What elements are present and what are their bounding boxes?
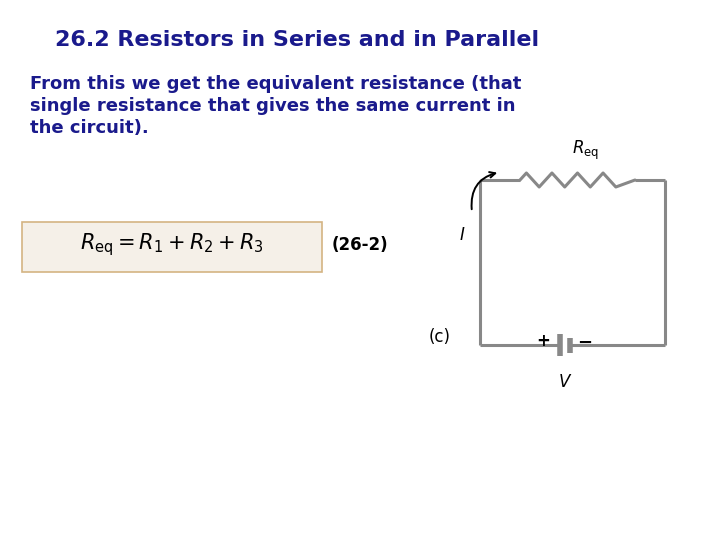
Text: (c): (c)	[429, 328, 451, 346]
Text: $V$: $V$	[558, 373, 572, 391]
Text: From this we get the equivalent resistance (that: From this we get the equivalent resistan…	[30, 75, 521, 93]
Text: the circuit).: the circuit).	[30, 119, 149, 137]
Text: −: −	[577, 334, 593, 352]
FancyBboxPatch shape	[22, 222, 322, 272]
Text: $I$: $I$	[459, 226, 465, 244]
Text: $R_{\mathrm{eq}}$: $R_{\mathrm{eq}}$	[572, 139, 599, 162]
Text: $R_{\mathrm{eq}} = R_1 + R_2 + R_3$: $R_{\mathrm{eq}} = R_1 + R_2 + R_3$	[80, 232, 264, 259]
Text: +: +	[536, 332, 550, 350]
Text: single resistance that gives the same current in: single resistance that gives the same cu…	[30, 97, 516, 115]
Text: 26.2 Resistors in Series and in Parallel: 26.2 Resistors in Series and in Parallel	[55, 30, 539, 50]
Text: (26-2): (26-2)	[332, 236, 388, 254]
